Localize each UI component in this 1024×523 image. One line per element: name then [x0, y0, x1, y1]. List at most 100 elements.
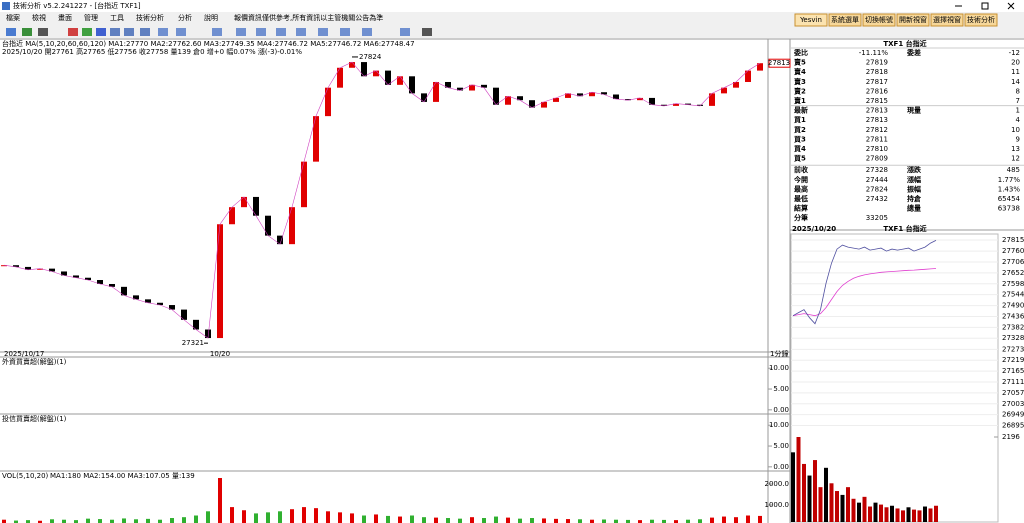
top-button[interactable] — [964, 13, 998, 27]
mini-volume-bar — [895, 508, 900, 522]
menu-item[interactable]: 分析 — [178, 13, 192, 22]
close[interactable] — [1007, 2, 1015, 10]
tool-icon[interactable] — [276, 28, 286, 36]
tool-icon[interactable] — [158, 28, 168, 36]
top-button-label[interactable]: 選擇視窗 — [933, 15, 961, 24]
menu-item[interactable]: 管理 — [84, 13, 98, 22]
candle — [73, 275, 79, 278]
top-button-label[interactable]: 技術分析 — [967, 15, 995, 24]
toolbar — [6, 28, 432, 36]
tool-icon[interactable] — [6, 28, 16, 36]
menu-item[interactable]: 技術分析 — [136, 13, 164, 22]
menu-item[interactable]: 檢視 — [32, 13, 46, 22]
tool-icon[interactable] — [236, 28, 246, 36]
tool-icon[interactable] — [318, 28, 328, 36]
volume-bar — [206, 511, 210, 523]
tool-icon[interactable] — [362, 28, 372, 36]
quote-qty: 20 — [1011, 59, 1020, 67]
menu-item[interactable]: 工具 — [110, 14, 124, 22]
volume-bar — [38, 520, 42, 523]
candle — [241, 196, 247, 208]
quote-qty: 7 — [1016, 97, 1020, 105]
top-button-label[interactable]: 系統選單 — [831, 15, 859, 24]
volume-bar — [362, 515, 366, 523]
volume-bar — [758, 515, 762, 523]
tool-icon[interactable] — [110, 28, 120, 36]
candle — [37, 268, 43, 270]
top-button-label[interactable]: 開新視窗 — [899, 15, 927, 24]
candle — [385, 70, 391, 85]
chart-ohlc: 2025/10/20 開27761 高27765 低27756 收27758 量… — [2, 47, 302, 56]
window-controls[interactable] — [955, 2, 1015, 10]
tool-icon[interactable] — [68, 28, 78, 36]
candle — [649, 97, 655, 105]
y-tick-label: 27815 — [1002, 236, 1024, 244]
candle — [517, 96, 523, 101]
y-tick-label: 0.00 — [773, 406, 789, 414]
quote-label: 最低 — [794, 194, 808, 203]
tool-icon[interactable] — [96, 28, 106, 36]
tool-icon[interactable] — [38, 28, 48, 36]
tool-icon[interactable] — [140, 28, 150, 36]
mini-volume-bar — [857, 502, 861, 522]
quote-label: 買2 — [793, 125, 806, 134]
tool-icon[interactable] — [22, 28, 32, 36]
volume-bar — [518, 518, 522, 523]
top-button-label[interactable]: Yesvin — [799, 16, 822, 24]
top-button[interactable] — [794, 13, 828, 27]
top-button[interactable] — [896, 13, 930, 27]
volume-bar — [2, 519, 6, 523]
tool-icon[interactable] — [340, 28, 350, 36]
candle — [685, 103, 691, 105]
top-button[interactable] — [828, 13, 862, 27]
volume-bar — [554, 518, 558, 523]
y-tick-label: 27382 — [1002, 323, 1024, 331]
top-button[interactable] — [862, 13, 896, 27]
top-button[interactable] — [930, 13, 964, 27]
tool-icon[interactable] — [124, 28, 134, 36]
maximize[interactable] — [981, 2, 989, 10]
mini-volume-bar — [884, 507, 889, 522]
menu-item[interactable]: 檔案 — [6, 13, 20, 22]
quote-label: 委比 — [793, 48, 808, 57]
window-title: 技術分析 v5.2.241227 - [台指近 TXF1] — [13, 1, 141, 10]
tool-icon[interactable] — [212, 28, 222, 36]
quote-qty: 9 — [1016, 135, 1020, 143]
tool-icon[interactable] — [296, 28, 306, 36]
quote-value: 27813 — [866, 107, 888, 115]
volume-bar — [266, 512, 270, 523]
quote-qty: 8 — [1016, 87, 1020, 95]
candle — [13, 265, 19, 267]
tool-icon[interactable] — [400, 28, 410, 36]
volume-bar — [722, 516, 726, 523]
mini-volume-bar — [906, 507, 911, 522]
quote-value: 27815 — [866, 97, 888, 105]
candle — [361, 62, 367, 77]
tool-icon[interactable] — [176, 28, 186, 36]
top-button-label[interactable]: 切換帳號 — [865, 15, 893, 24]
candle — [757, 63, 763, 71]
volume-bar — [710, 517, 714, 523]
menu-item[interactable]: 說明 — [204, 13, 218, 22]
y-tick-label: 27598 — [1002, 280, 1024, 288]
tool-icon[interactable] — [82, 28, 92, 36]
volume-bar — [446, 518, 450, 523]
quote-label: 買1 — [793, 115, 806, 124]
y-tick-label: 27111 — [1002, 378, 1024, 386]
quote-label: 最高 — [794, 184, 808, 193]
tool-icon[interactable] — [256, 28, 266, 36]
quote-value: -11.11% — [859, 49, 889, 57]
quote-label: 賣3 — [793, 77, 806, 86]
quote-label: 最新 — [794, 106, 808, 115]
volume-bar — [734, 517, 738, 523]
volume-bar — [566, 519, 570, 523]
y-tick-label: 27544 — [1002, 291, 1024, 299]
mini-volume-bar — [912, 509, 916, 522]
period: 1分鐘 — [770, 349, 788, 358]
candle — [529, 100, 535, 108]
mini-title: TXF1 台指近 — [883, 224, 926, 233]
volume-bar — [614, 519, 618, 523]
menu-item[interactable]: 畫面 — [58, 13, 72, 22]
tool-icon[interactable] — [422, 28, 432, 36]
